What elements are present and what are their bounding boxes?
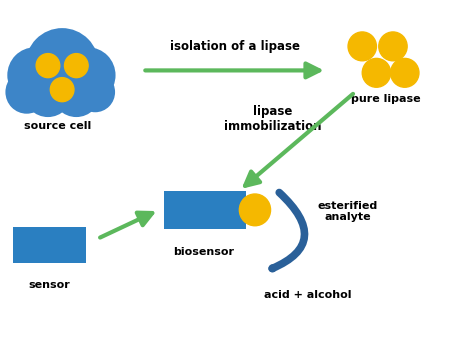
- Circle shape: [36, 54, 60, 78]
- Circle shape: [348, 32, 376, 61]
- Text: sensor: sensor: [28, 280, 70, 290]
- Text: isolation of a lipase: isolation of a lipase: [170, 40, 300, 53]
- FancyBboxPatch shape: [164, 191, 246, 229]
- Circle shape: [50, 78, 74, 102]
- Circle shape: [362, 58, 391, 87]
- FancyArrowPatch shape: [272, 193, 304, 269]
- Text: acid + alcohol: acid + alcohol: [264, 290, 352, 300]
- Circle shape: [391, 58, 419, 87]
- Circle shape: [379, 32, 407, 61]
- Circle shape: [64, 54, 88, 78]
- Text: biosensor: biosensor: [173, 247, 235, 257]
- FancyBboxPatch shape: [12, 227, 86, 263]
- Text: source cell: source cell: [24, 121, 91, 131]
- Text: lipase
immobilization: lipase immobilization: [224, 104, 321, 132]
- Circle shape: [239, 194, 271, 226]
- Text: esterified
analyte: esterified analyte: [318, 200, 378, 222]
- Text: pure lipase: pure lipase: [351, 94, 421, 104]
